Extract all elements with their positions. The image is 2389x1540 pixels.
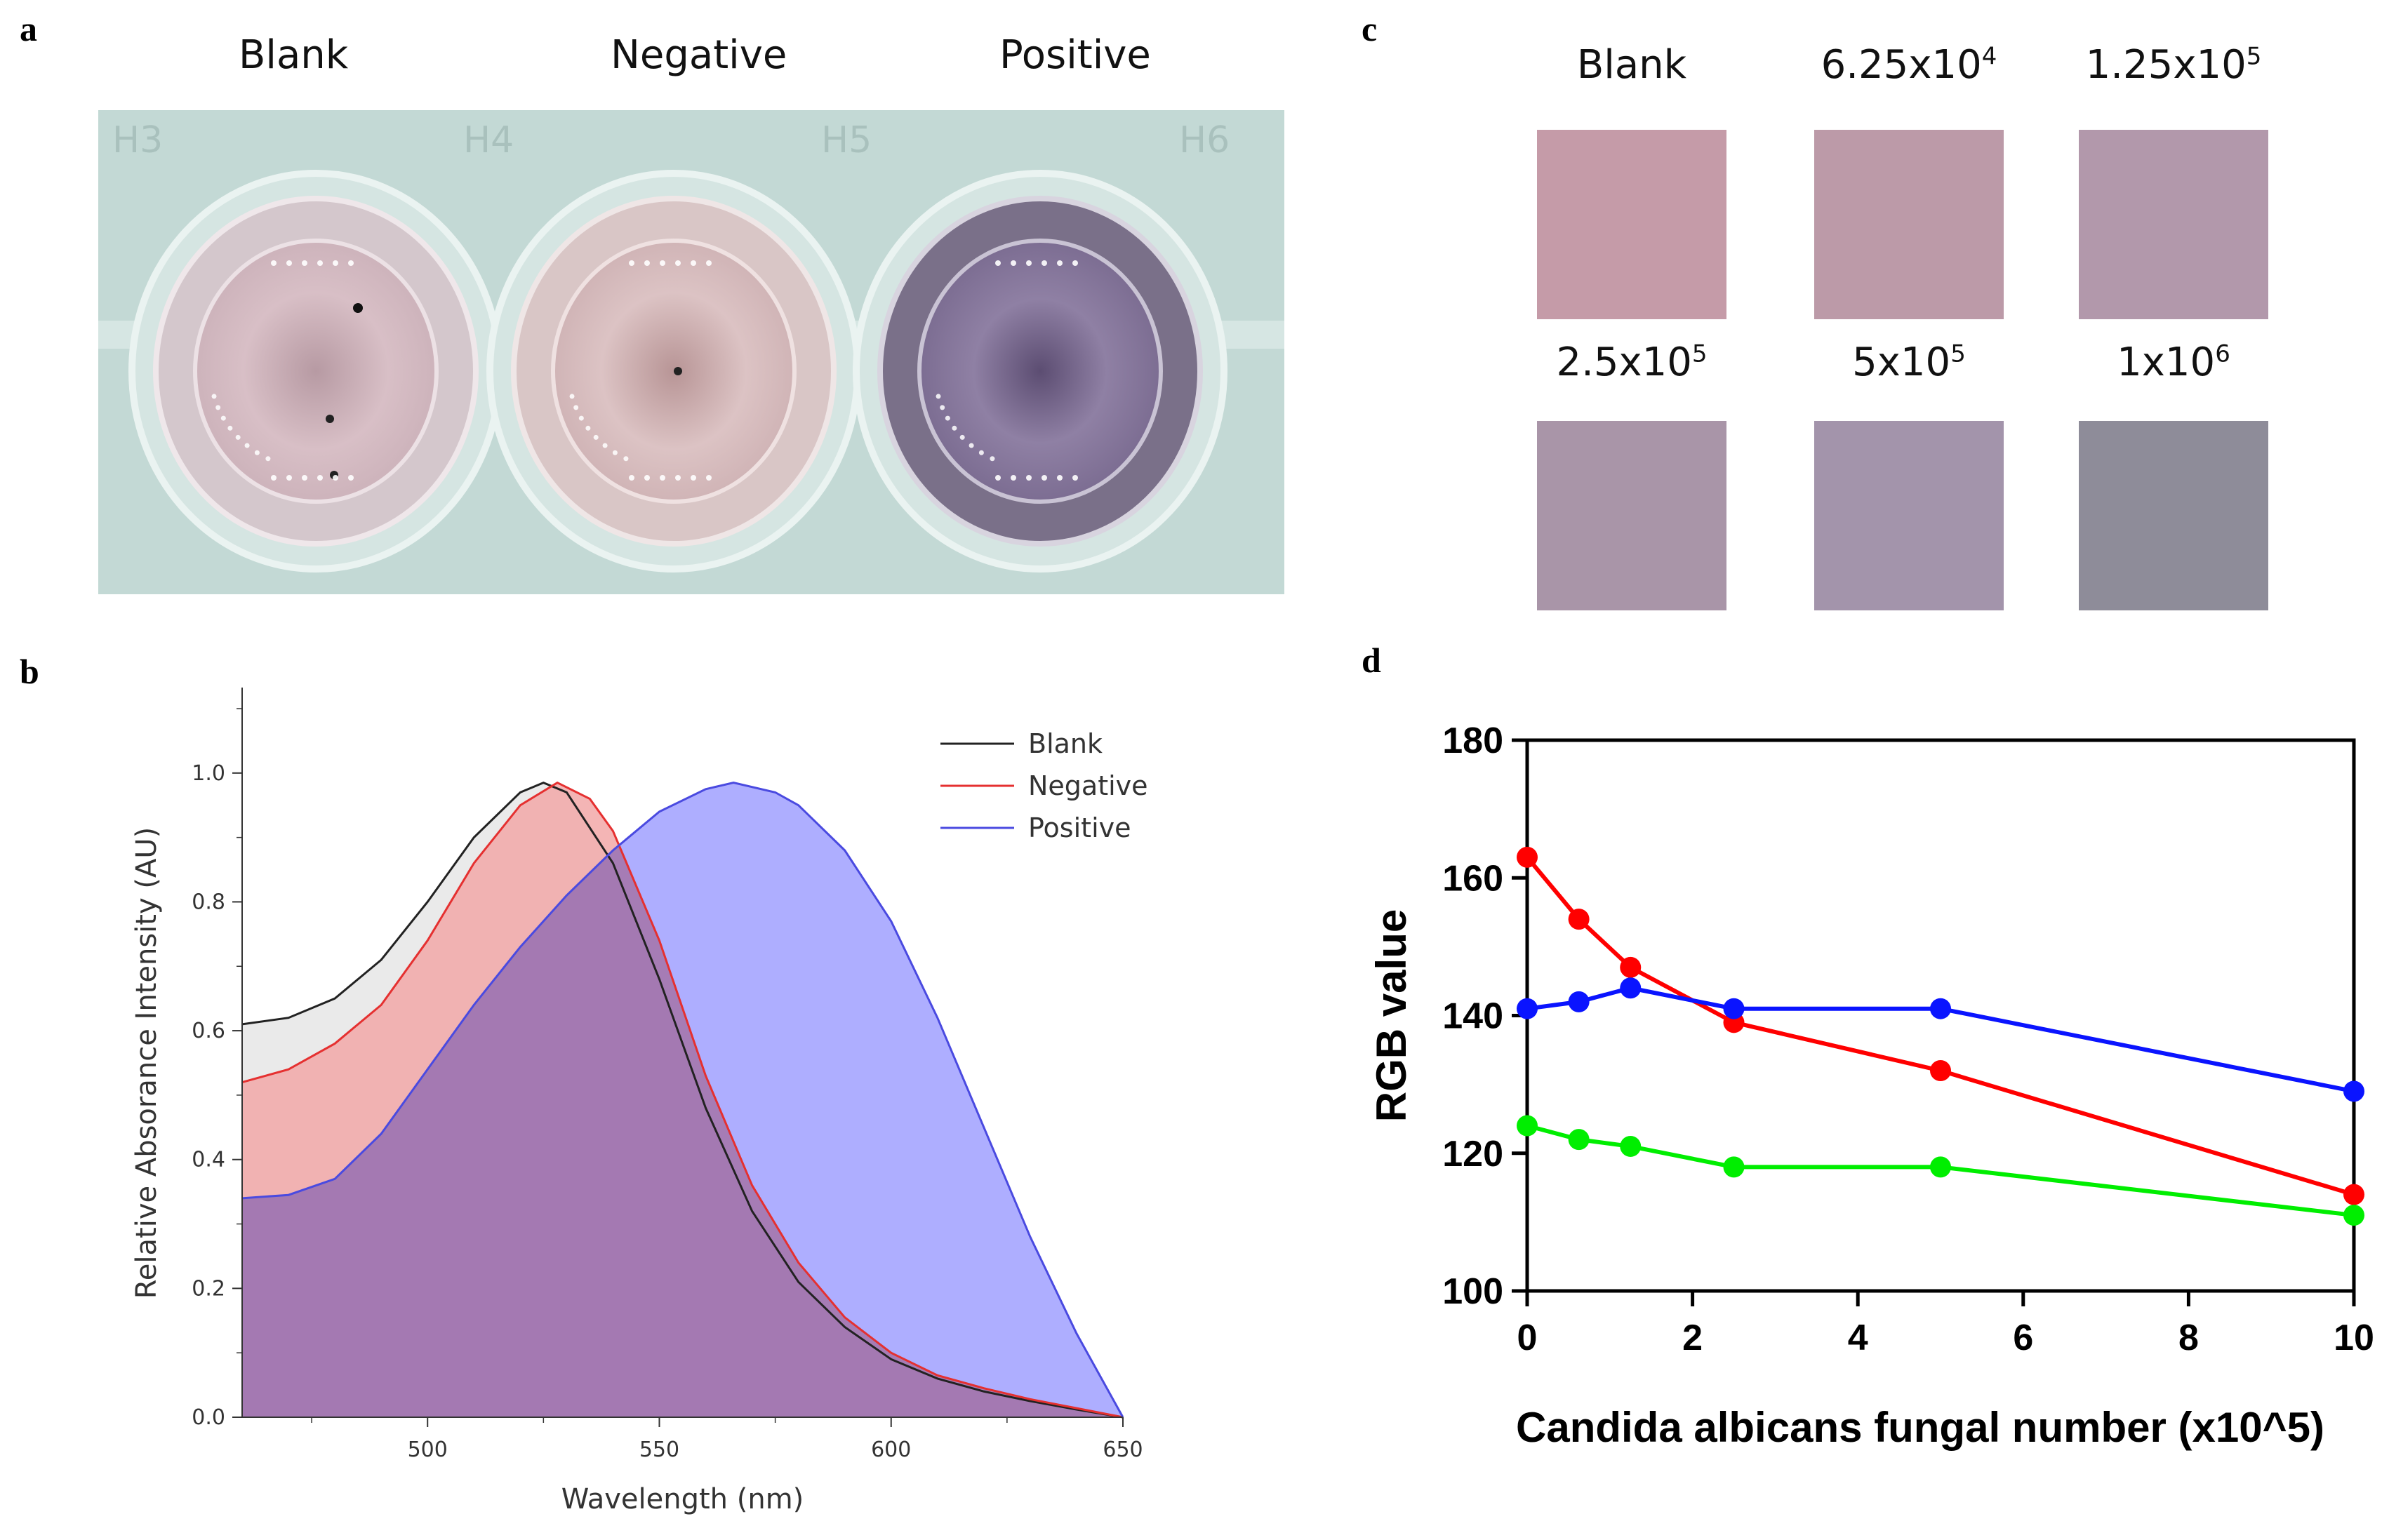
rgb-data-point [1620, 1135, 1642, 1157]
rgb-data-point [1620, 956, 1642, 978]
panel-letter-d: d [1362, 641, 1381, 680]
swatch-label: 5x105 [1769, 340, 2049, 385]
x-tick-label: 600 [871, 1438, 911, 1462]
rgb-value-chart: 100 120 140 160 180 0 2 4 6 8 10 Candida albicans f… [1368, 721, 2374, 1451]
color-swatch [1537, 421, 1726, 610]
legend-label: Blank [1028, 728, 1103, 759]
line-negative [241, 781, 1124, 1419]
rgb-data-point [1517, 846, 1538, 868]
rgb-data-point [1568, 909, 1590, 930]
y-tick-label: 0.6 [192, 1019, 225, 1043]
y-tick-label: 180 [1442, 721, 1503, 761]
legend-label: Negative [1028, 770, 1148, 801]
well-code-h4: H4 [463, 119, 514, 161]
well-dot-markers [211, 260, 1078, 481]
swatch-label-base: 1.25x10 [2085, 42, 2247, 88]
color-swatch [1814, 421, 2004, 610]
x-axis-label: Candida albicans fungal number (x10^5) [1516, 1404, 2324, 1451]
panel-letter-b: b [20, 652, 39, 691]
y-tick-label: 0.4 [192, 1148, 225, 1172]
y-tick-label: 100 [1442, 1271, 1503, 1312]
swatch-label: 6.25x104 [1769, 42, 2049, 88]
x-tick-label: 4 [1848, 1318, 1868, 1358]
rgb-data-point [2343, 1080, 2364, 1102]
well-positive [853, 170, 1227, 573]
absorbance-chart: 0.0 0.2 0.4 0.6 0.8 1.0 500 550 600 650 Wavelength… [131, 688, 1148, 1515]
rgb-data-point [2343, 1205, 2364, 1226]
x-tick-label: 0 [1517, 1318, 1538, 1358]
swatch-label-exponent: 4 [1981, 42, 1997, 71]
rgb-data-point [1517, 998, 1538, 1019]
swatch-label: Blank [1491, 42, 1772, 88]
x-axis-label: Wavelength (nm) [561, 1483, 804, 1515]
swatch-label-base: 2.5x10 [1556, 340, 1692, 385]
y-tick-label: 120 [1442, 1134, 1503, 1174]
area-positive [242, 782, 1123, 1417]
well-plate-photo: H3 H4 H5 H6 [98, 110, 1284, 594]
swatch-label: 1x106 [2033, 340, 2314, 385]
x-tick-label: 650 [1103, 1438, 1143, 1462]
swatch-label-base: 1x10 [2117, 340, 2216, 385]
color-swatch [2079, 130, 2268, 319]
color-swatch [1537, 130, 1726, 319]
x-tick-label: 500 [408, 1438, 448, 1462]
swatch-label-exponent: 5 [1950, 340, 1966, 368]
well-code-h5: H5 [821, 119, 872, 161]
y-tick-label: 140 [1442, 996, 1503, 1037]
swatch-label-exponent: 6 [2215, 340, 2230, 368]
y-tick-label: 1.0 [192, 761, 225, 786]
rgb-data-point [1930, 1156, 1951, 1178]
y-tick-label: 0.8 [192, 890, 225, 914]
line-positive [241, 782, 1124, 1418]
panel-letter-a: a [20, 9, 37, 48]
color-swatch [2079, 421, 2268, 610]
swatch-label-exponent: 5 [1691, 340, 1708, 368]
well-negative [486, 170, 861, 573]
rgb-data-point [1723, 1156, 1745, 1178]
x-tick-label: 6 [2013, 1318, 2033, 1358]
rgb-data-point [1930, 998, 1951, 1019]
well-label-negative: Negative [611, 32, 787, 78]
rgb-data-point [1568, 1129, 1590, 1151]
y-tick-label: 0.0 [192, 1405, 225, 1430]
swatch-label-exponent: 5 [2246, 42, 2262, 71]
y-axis-label: Relative Absorance Intensity (AU) [131, 827, 163, 1299]
well-code-h3: H3 [112, 119, 163, 161]
rgb-data-point [1723, 998, 1745, 1019]
x-tick-label: 2 [1682, 1318, 1703, 1358]
swatch-label-base: Blank [1576, 42, 1687, 88]
rgb-data-point [1930, 1060, 1951, 1081]
panel-letter-c: c [1362, 9, 1378, 48]
rgb-data-point [1517, 1115, 1538, 1137]
rgb-data-point [1568, 991, 1590, 1012]
rgb-data-point [2343, 1184, 2364, 1205]
x-tick-label: 10 [2334, 1318, 2374, 1358]
y-axis-label: RGB value [1368, 909, 1415, 1122]
well-code-h6: H6 [1179, 119, 1230, 161]
swatch-label-base: 5x10 [1852, 340, 1951, 385]
well-label-positive: Positive [999, 32, 1151, 78]
legend-label: Positive [1028, 812, 1131, 843]
swatch-label-base: 6.25x10 [1821, 42, 1982, 88]
y-tick-label: 0.2 [192, 1276, 225, 1301]
rgb-data-point [1620, 977, 1642, 999]
line-blank [241, 781, 1124, 1419]
well-label-blank: Blank [239, 32, 349, 78]
x-tick-label: 8 [2178, 1318, 2199, 1358]
rgb-series-line [1525, 855, 2355, 1197]
color-swatch [1814, 130, 2004, 319]
x-tick-label: 550 [639, 1438, 679, 1462]
y-tick-label: 160 [1442, 858, 1503, 899]
well-blank [128, 170, 503, 573]
swatch-label: 2.5x105 [1491, 340, 1772, 385]
swatch-label: 1.25x105 [2033, 42, 2314, 88]
